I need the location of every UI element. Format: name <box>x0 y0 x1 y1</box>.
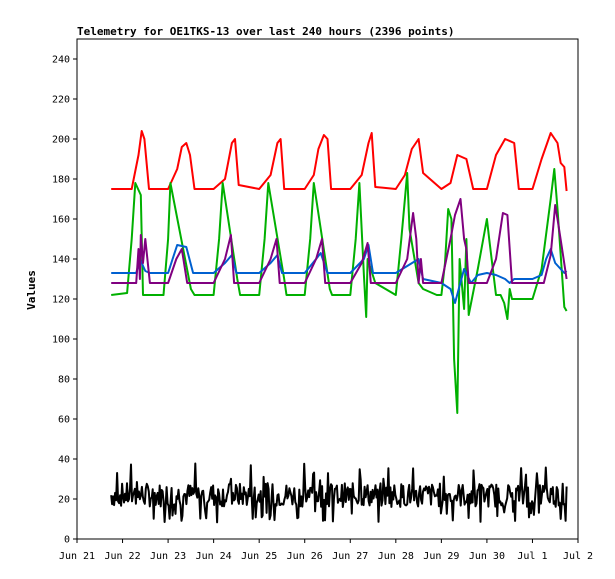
y-tick-label: 20 <box>58 495 70 506</box>
x-tick-label: Jun 28 <box>378 551 414 562</box>
x-tick-label: Jun 27 <box>332 551 368 562</box>
series-group <box>110 130 568 524</box>
y-axis-label: Values <box>25 270 38 310</box>
y-tick-label: 200 <box>52 135 70 146</box>
y-tick-label: 100 <box>52 335 70 346</box>
x-tick-label: Jun 24 <box>196 551 232 562</box>
y-tick-label: 140 <box>52 255 70 266</box>
x-tick-label: Jul 2 <box>563 551 593 562</box>
y-tick-label: 160 <box>52 215 70 226</box>
y-tick-label: 120 <box>52 295 70 306</box>
series-line-0 <box>111 130 568 192</box>
y-tick-label: 220 <box>52 95 70 106</box>
y-tick-label: 40 <box>58 455 70 466</box>
x-tick-label: Jun 22 <box>104 551 140 562</box>
x-axis-ticks: Jun 21 Jun 22 Jun 23 Jun 24 Jun 25 Jun 26 Jun … <box>59 539 593 562</box>
x-tick-label: Jun 29 <box>423 551 459 562</box>
series-line-3 <box>111 198 568 284</box>
x-tick-label: Jul 1 <box>517 551 547 562</box>
x-tick-label: Jun 30 <box>469 551 505 562</box>
series-line-1 <box>111 168 568 414</box>
y-tick-label: 0 <box>64 535 70 546</box>
y-axis-ticks: 0 20 40 60 80 100 120 140 160 180 200 220 240 <box>52 55 77 546</box>
series-line-4 <box>110 462 568 524</box>
x-tick-label: Jun 26 <box>287 551 323 562</box>
x-tick-label: Jun 23 <box>150 551 186 562</box>
plot-area-frame <box>76 38 579 540</box>
x-tick-label: Jun 21 <box>59 551 95 562</box>
y-tick-label: 60 <box>58 415 70 426</box>
y-tick-label: 240 <box>52 55 70 66</box>
chart-title: Telemetry for OE1TKS-13 over last 240 ho… <box>77 25 455 38</box>
y-tick-label: 180 <box>52 175 70 186</box>
y-tick-label: 80 <box>58 375 70 386</box>
x-tick-label: Jun 25 <box>241 551 277 562</box>
